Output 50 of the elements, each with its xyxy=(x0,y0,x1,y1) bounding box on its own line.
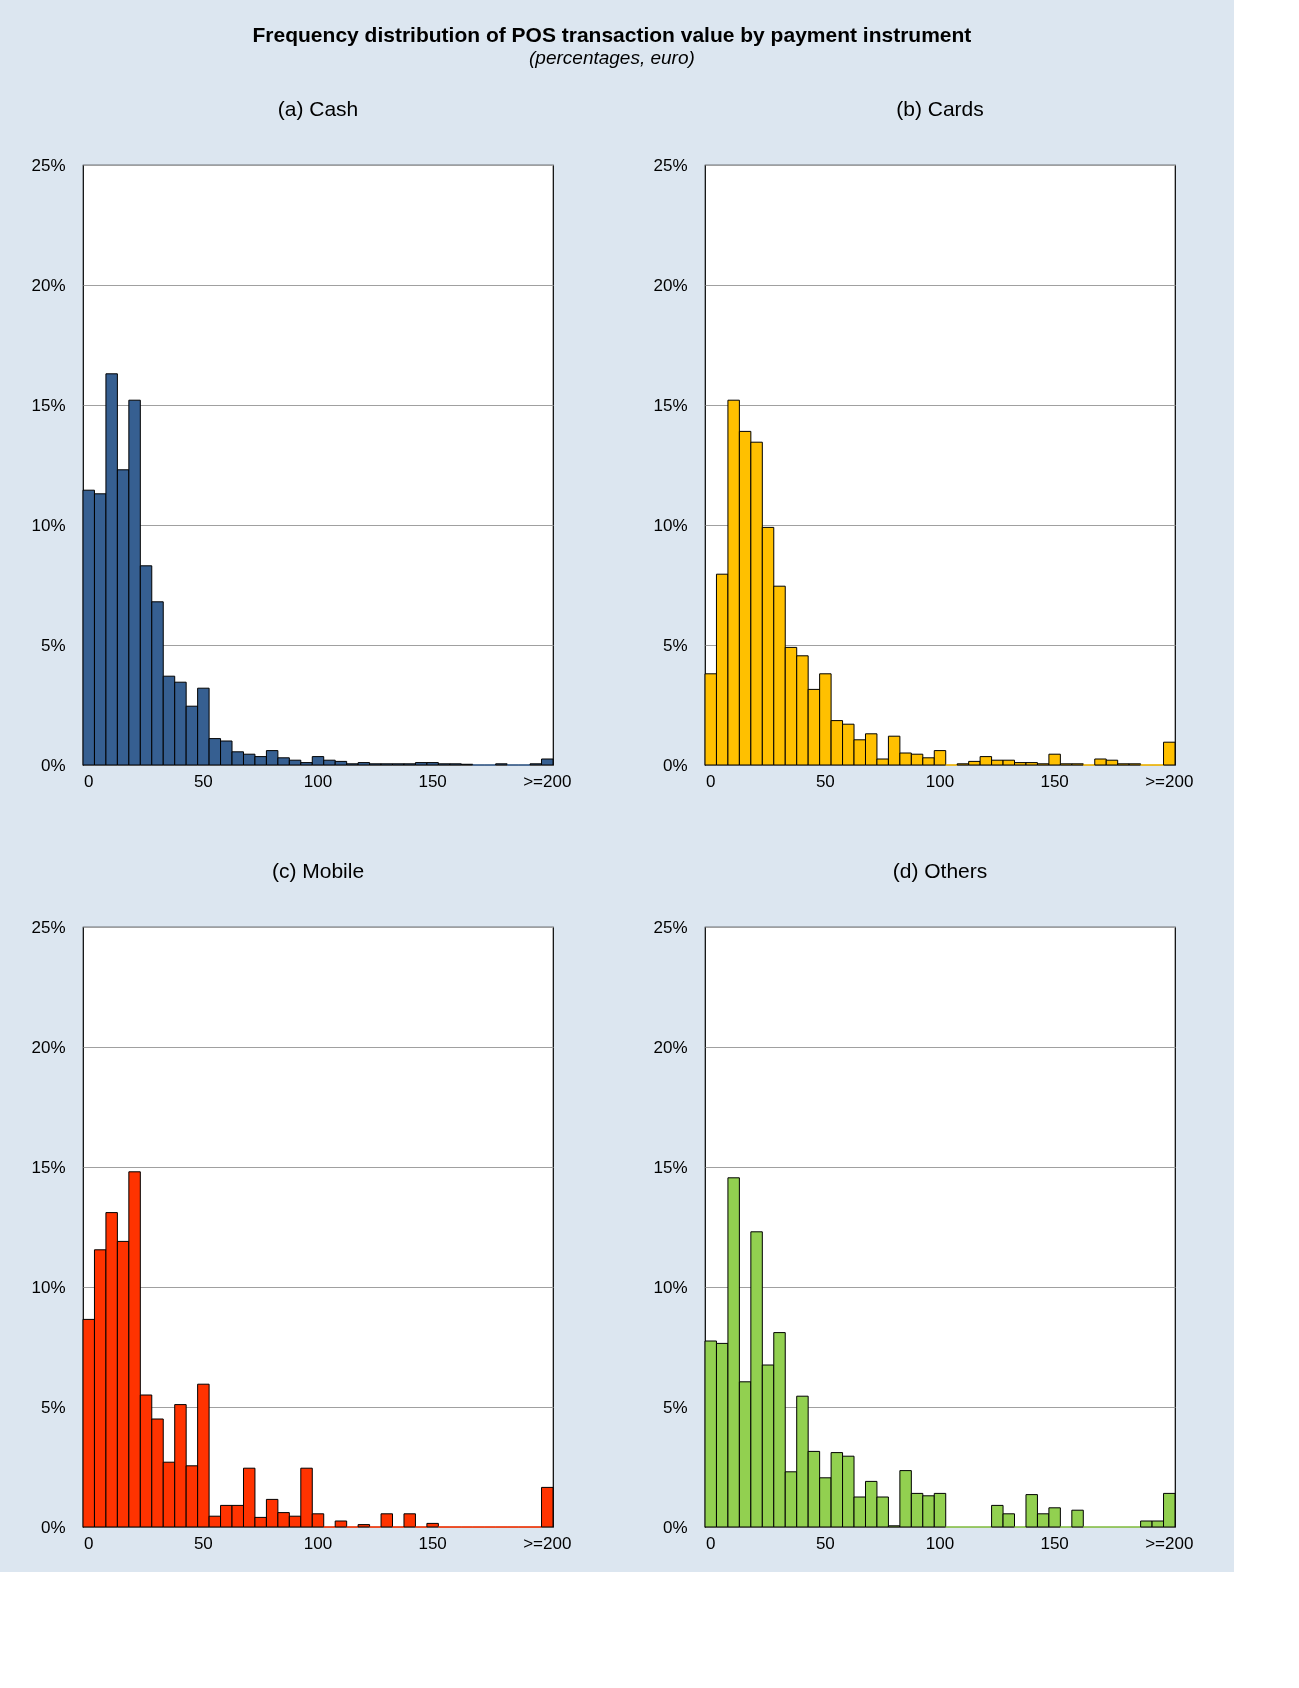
y-tick-label: 15% xyxy=(653,1157,688,1177)
x-tick-label: 0 xyxy=(706,1533,716,1553)
chart-title: (d) Others xyxy=(892,859,988,882)
y-tick-label: 5% xyxy=(40,635,66,655)
y-tick-label: 15% xyxy=(31,1157,66,1177)
y-tick-label: 5% xyxy=(662,1397,688,1417)
text: (percentages, euro) xyxy=(529,47,695,69)
y-tick-label: 10% xyxy=(653,1277,688,1297)
y-tick-label: 25% xyxy=(31,155,66,175)
x-tick-label: 100 xyxy=(925,771,955,791)
y-tick-label: 15% xyxy=(31,395,66,415)
x-tick-label: 50 xyxy=(815,1533,835,1553)
x-tick-label: 50 xyxy=(815,771,835,791)
y-tick-label: 10% xyxy=(31,1277,66,1297)
x-tick-label: 0 xyxy=(706,771,716,791)
y-tick-label: 25% xyxy=(31,917,66,937)
y-tick-label: 10% xyxy=(653,515,688,535)
y-tick-label: 25% xyxy=(653,917,688,937)
y-tick-label: 5% xyxy=(662,635,688,655)
chart-title: (c) Mobile xyxy=(271,859,365,882)
chart-title: (a) Cash xyxy=(277,97,359,120)
y-tick-label: 10% xyxy=(31,515,66,535)
x-tick-label: >=200 xyxy=(1145,1533,1194,1553)
y-tick-label: 25% xyxy=(653,155,688,175)
text: Frequency distribution of POS transaction value by payment instrument xyxy=(252,23,972,47)
x-tick-label: >=200 xyxy=(523,771,572,791)
y-tick-label: 0% xyxy=(662,755,688,775)
y-tick-label: 5% xyxy=(40,1397,66,1417)
y-tick-label: 0% xyxy=(40,755,66,775)
x-tick-label: 150 xyxy=(1040,771,1069,791)
x-tick-label: >=200 xyxy=(1145,771,1194,791)
y-tick-label: 15% xyxy=(653,395,688,415)
y-tick-label: 20% xyxy=(31,275,66,295)
x-tick-label: 0 xyxy=(84,771,94,791)
y-tick-label: 20% xyxy=(653,275,688,295)
x-tick-label: 50 xyxy=(193,1533,213,1553)
x-tick-label: 100 xyxy=(303,771,333,791)
x-tick-label: 0 xyxy=(84,1533,94,1553)
y-tick-label: 20% xyxy=(31,1037,66,1057)
y-tick-label: 0% xyxy=(40,1517,66,1537)
x-tick-label: 100 xyxy=(303,1533,333,1553)
chart-title: (b) Cards xyxy=(896,97,984,120)
x-tick-label: 150 xyxy=(418,771,447,791)
y-tick-label: 0% xyxy=(662,1517,688,1537)
y-tick-label: 20% xyxy=(653,1037,688,1057)
x-tick-label: 150 xyxy=(1040,1533,1069,1553)
x-tick-label: 150 xyxy=(418,1533,447,1553)
x-tick-label: 100 xyxy=(925,1533,955,1553)
x-tick-label: 50 xyxy=(193,771,213,791)
x-tick-label: >=200 xyxy=(523,1533,572,1553)
